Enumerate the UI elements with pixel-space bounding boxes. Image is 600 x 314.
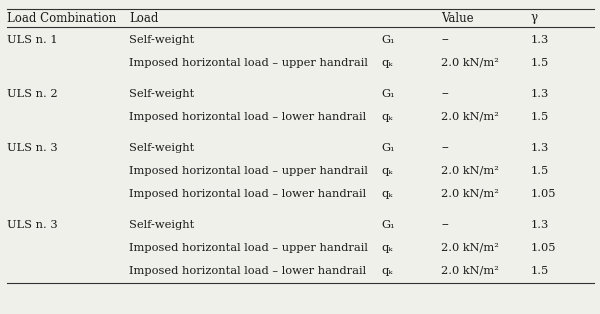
Text: 1.05: 1.05 [531, 243, 557, 253]
Text: G₁: G₁ [381, 220, 395, 230]
Text: qₖ: qₖ [381, 112, 392, 122]
Text: --: -- [441, 89, 449, 99]
Text: Load Combination: Load Combination [7, 12, 116, 24]
Text: 1.3: 1.3 [531, 143, 549, 153]
Text: Load: Load [129, 12, 158, 24]
Text: 1.5: 1.5 [531, 58, 549, 68]
Text: 1.5: 1.5 [531, 166, 549, 176]
Text: 1.3: 1.3 [531, 35, 549, 45]
Text: ULS n. 2: ULS n. 2 [7, 89, 58, 99]
Text: Imposed horizontal load – upper handrail: Imposed horizontal load – upper handrail [129, 58, 368, 68]
Text: 1.05: 1.05 [531, 189, 557, 199]
Text: Self-weight: Self-weight [129, 89, 194, 99]
Text: G₁: G₁ [381, 35, 395, 45]
Text: Imposed horizontal load – lower handrail: Imposed horizontal load – lower handrail [129, 112, 366, 122]
Text: qₖ: qₖ [381, 266, 392, 276]
Text: Imposed horizontal load – upper handrail: Imposed horizontal load – upper handrail [129, 166, 368, 176]
Text: 2.0 kN/m²: 2.0 kN/m² [441, 189, 499, 199]
Text: 1.3: 1.3 [531, 89, 549, 99]
Text: --: -- [441, 143, 449, 153]
Text: ULS n. 3: ULS n. 3 [7, 143, 58, 153]
Text: 2.0 kN/m²: 2.0 kN/m² [441, 243, 499, 253]
Text: 2.0 kN/m²: 2.0 kN/m² [441, 112, 499, 122]
Text: Self-weight: Self-weight [129, 220, 194, 230]
Text: 2.0 kN/m²: 2.0 kN/m² [441, 58, 499, 68]
Text: Self-weight: Self-weight [129, 143, 194, 153]
Text: --: -- [441, 220, 449, 230]
Text: 2.0 kN/m²: 2.0 kN/m² [441, 166, 499, 176]
Text: 1.5: 1.5 [531, 266, 549, 276]
Text: Imposed horizontal load – lower handrail: Imposed horizontal load – lower handrail [129, 266, 366, 276]
Text: Value: Value [441, 12, 473, 24]
Text: 1.3: 1.3 [531, 220, 549, 230]
Text: 2.0 kN/m²: 2.0 kN/m² [441, 266, 499, 276]
Text: Self-weight: Self-weight [129, 35, 194, 45]
Text: qₖ: qₖ [381, 243, 392, 253]
Text: γ: γ [531, 12, 538, 24]
Text: ULS n. 3: ULS n. 3 [7, 220, 58, 230]
Text: ULS n. 1: ULS n. 1 [7, 35, 58, 45]
Text: Imposed horizontal load – upper handrail: Imposed horizontal load – upper handrail [129, 243, 368, 253]
Text: Imposed horizontal load – lower handrail: Imposed horizontal load – lower handrail [129, 189, 366, 199]
Text: qₖ: qₖ [381, 166, 392, 176]
Text: 1.5: 1.5 [531, 112, 549, 122]
Text: qₖ: qₖ [381, 58, 392, 68]
Text: G₁: G₁ [381, 89, 395, 99]
Text: qₖ: qₖ [381, 189, 392, 199]
Text: --: -- [441, 35, 449, 45]
Text: G₁: G₁ [381, 143, 395, 153]
